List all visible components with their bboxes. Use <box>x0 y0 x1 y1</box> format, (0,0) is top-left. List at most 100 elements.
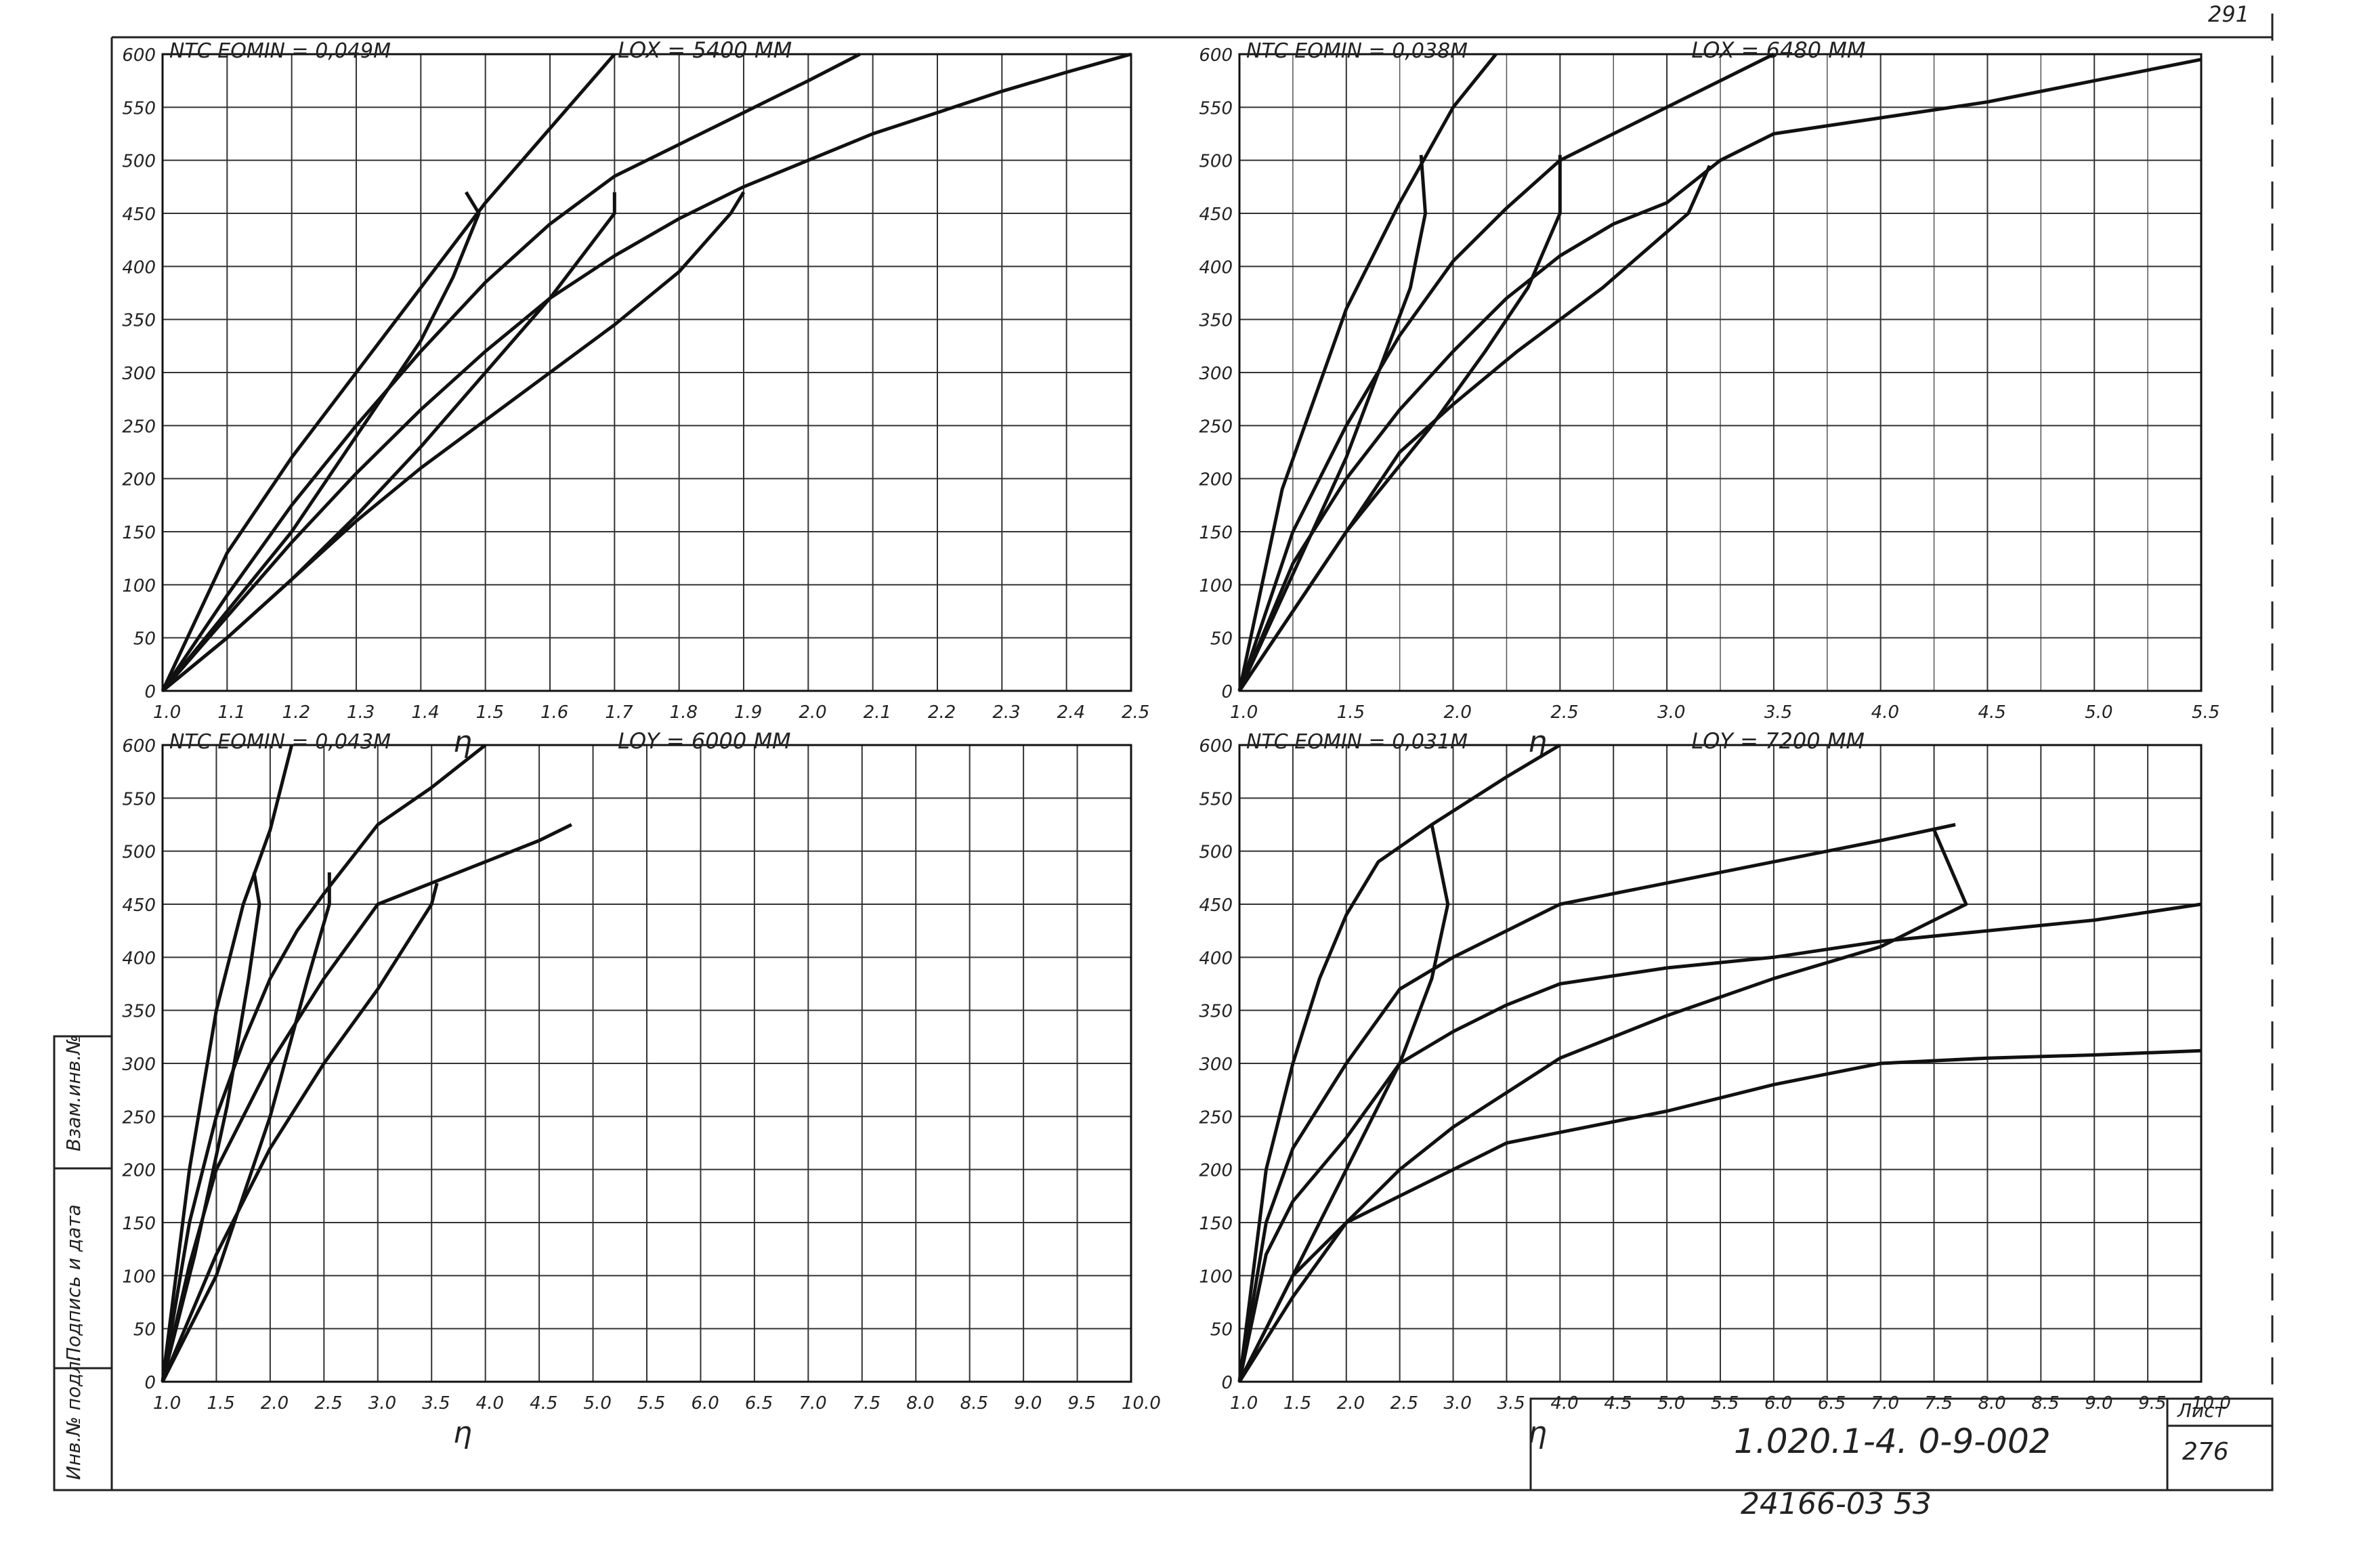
charts-layer: 1.0 1.1 1.2 1.3 1.4 1.5 1.6 1.7 1.8 1.9 2.0 2.1 2.2 2… <box>122 37 2231 1450</box>
x-tick-label: 8.0 <box>1978 1393 2005 1414</box>
x-tick-label: 2.0 <box>1444 702 1472 723</box>
corner-mark: 291 <box>2208 1 2249 27</box>
y-tick-label: 550 <box>122 789 156 809</box>
series-line-1 <box>1237 743 1561 1382</box>
x-tick-label: 3.0 <box>368 1393 396 1414</box>
sheet-frame <box>53 14 2274 1491</box>
y-tick-label: 200 <box>1199 470 1233 490</box>
series-line-4 <box>1237 824 1450 1383</box>
series-line-4 <box>161 191 481 692</box>
y-tick-label: 600 <box>122 736 156 757</box>
x-tick-label: 4.0 <box>476 1393 504 1414</box>
chart-header-left: NTC EOMIN = 0,038M <box>1246 39 1468 63</box>
x-tick-label: 1.5 <box>476 702 504 723</box>
x-tick-label: 1.9 <box>734 702 762 723</box>
x-tick-label: 2.5 <box>1390 1393 1418 1414</box>
y-tick-label: 250 <box>1199 1107 1233 1128</box>
x-tick-label: 5.0 <box>2085 702 2112 723</box>
series-line-5 <box>1237 829 1968 1383</box>
y-tick-label: 550 <box>1199 98 1233 119</box>
x-tick-label: 4.5 <box>1978 702 2005 723</box>
chart-header-right: LOX = 5400 MM <box>618 37 792 63</box>
x-tick-label: 2.0 <box>1337 1393 1365 1414</box>
series-line-2 <box>1237 52 1775 692</box>
chart-header-left: NTC EOMIN = 0,049M <box>169 39 391 63</box>
chart-header-right: LOX = 6480 MM <box>1691 37 1865 63</box>
x-tick-label: 1.5 <box>1283 1393 1311 1414</box>
series-line-3 <box>161 52 1132 692</box>
y-tick-label: 0 <box>1221 1373 1233 1393</box>
y-tick-label: 0 <box>144 1373 156 1393</box>
y-tick-label: 300 <box>122 364 156 384</box>
x-tick-label: 1.5 <box>207 1393 234 1414</box>
stamp-replace: Взам.инв.№ <box>62 1035 85 1151</box>
y-tick-label: 450 <box>122 895 156 916</box>
y-tick-label: 150 <box>1199 523 1233 543</box>
series-line-2 <box>161 52 861 692</box>
y-tick-label: 50 <box>133 629 156 650</box>
y-tick-label: 350 <box>1199 311 1233 331</box>
x-tick-label: 5.0 <box>1657 1393 1685 1414</box>
y-tick-label: 200 <box>122 1161 156 1181</box>
x-tick-label: 3.5 <box>1497 1393 1525 1414</box>
y-tick-label: 200 <box>1199 1161 1233 1181</box>
y-tick-label: 350 <box>122 1002 156 1022</box>
chart-header-left: NTC EOMIN = 0,043M <box>169 730 391 754</box>
y-tick-label: 500 <box>1199 843 1233 863</box>
x-tick-label: 2.5 <box>314 1393 342 1414</box>
x-tick-label: 1.0 <box>1230 1393 1258 1414</box>
x-tick-label: 1.5 <box>1337 702 1365 723</box>
y-tick-label: 150 <box>1199 1214 1233 1234</box>
y-tick-label: 350 <box>1199 1002 1233 1022</box>
y-tick-label: 100 <box>1199 1267 1233 1287</box>
x-tick-label: 4.5 <box>1604 1393 1632 1414</box>
y-tick-label: 150 <box>122 523 156 543</box>
plot-frame <box>161 53 1132 692</box>
y-tick-label: 400 <box>122 948 156 969</box>
bottom-number: 24166-03 53 <box>1741 1487 1932 1521</box>
x-tick-label: 2.5 <box>1122 702 1149 723</box>
y-tick-label: 450 <box>122 205 156 225</box>
y-tick-label: 400 <box>1199 948 1233 969</box>
series-line-3 <box>161 823 572 1382</box>
x-tick-label: 1.0 <box>1230 702 1258 723</box>
x-tick-label: 10.0 <box>2192 1393 2231 1414</box>
x-tick-label: 2.5 <box>1550 702 1578 723</box>
y-tick-label: 500 <box>122 152 156 172</box>
x-tick-label: 2.2 <box>928 702 956 723</box>
series-line-6 <box>161 191 746 692</box>
y-tick-label: 100 <box>1199 576 1233 596</box>
x-tick-label: 1.3 <box>347 702 375 723</box>
series-line-1 <box>1237 53 1497 692</box>
x-tick-label: 1.4 <box>411 702 439 723</box>
y-tick-label: 250 <box>122 1107 156 1128</box>
y-tick-label: 600 <box>1199 45 1233 66</box>
y-tick-label: 300 <box>122 1055 156 1075</box>
y-tick-label: 350 <box>122 311 156 331</box>
x-tick-label: 2.3 <box>992 702 1020 723</box>
y-tick-label: 300 <box>1199 364 1233 384</box>
y-tick-label: 100 <box>122 1267 156 1287</box>
y-tick-label: 600 <box>1199 736 1233 757</box>
y-tick-label: 250 <box>122 417 156 437</box>
y-tick-label: 0 <box>144 682 156 702</box>
x-tick-label: 1.0 <box>153 702 181 723</box>
x-tick-label: 8.0 <box>906 1393 934 1414</box>
x-tick-label: 1.0 <box>153 1393 181 1414</box>
x-tick-label: 8.5 <box>960 1393 988 1414</box>
series-line-6 <box>1237 1048 2202 1383</box>
chart-header-left: NTC EOMIN = 0,031M <box>1246 730 1468 754</box>
chart-2: 1.0 1.5 2.0 2.5 3.0 3.5 4.0 4.5 5.0 5.5 0 50 100 150 2… <box>1199 37 2219 759</box>
series-line-3 <box>1237 902 2202 1382</box>
code-box <box>1529 1397 2274 1491</box>
y-tick-label: 550 <box>1199 789 1233 809</box>
x-tick-label: 9.5 <box>1068 1393 1096 1414</box>
x-tick-label: 5.5 <box>637 1393 665 1414</box>
x-tick-label: 1.7 <box>605 702 633 723</box>
x-tick-label: 6.0 <box>1764 1393 1792 1414</box>
series-line-6 <box>1237 165 1712 692</box>
plot-frame <box>161 744 1132 1383</box>
x-tick-label: 1.1 <box>217 702 245 723</box>
series-line-2 <box>1237 823 1956 1382</box>
